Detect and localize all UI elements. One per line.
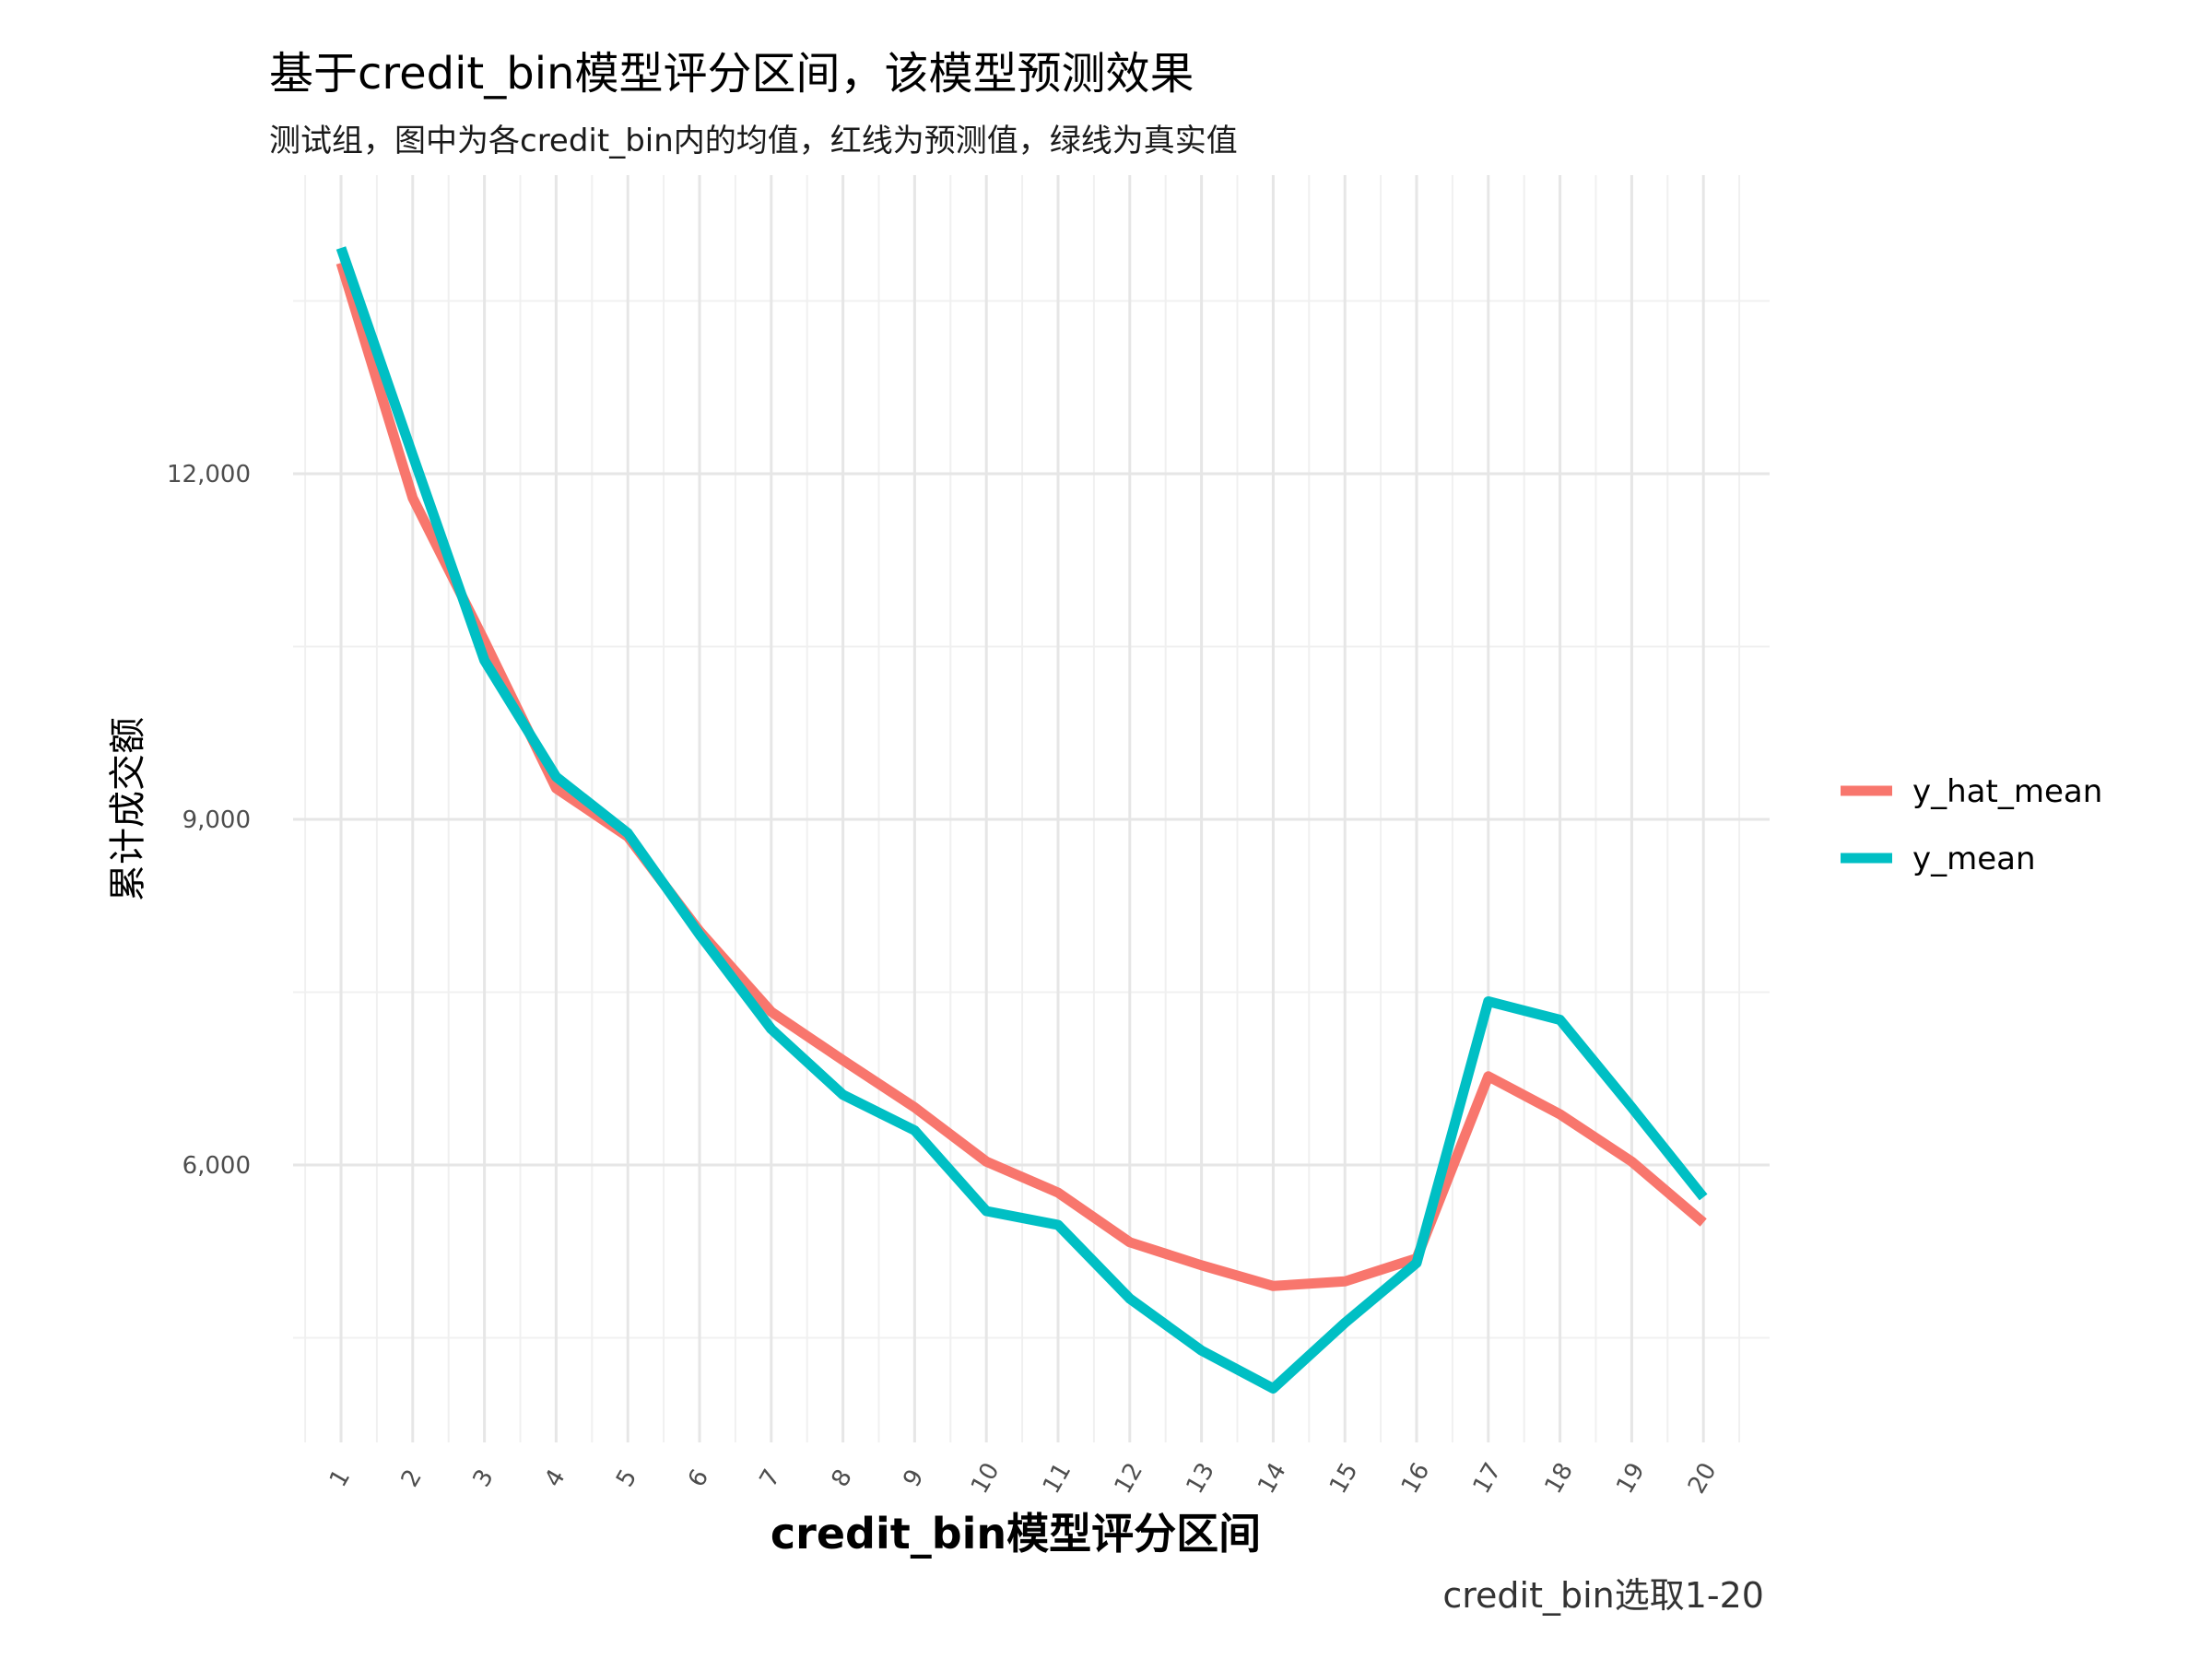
series-line-y-mean — [335, 246, 1708, 1394]
header: 基于credit_bin模型评分区间，该模型预测效果 测试组，图中为各credi… — [269, 48, 1238, 159]
x-tick-label: 13 — [1181, 1458, 1220, 1499]
x-tick-label: 2 — [396, 1465, 428, 1491]
chart-title: 基于credit_bin模型评分区间，该模型预测效果 — [269, 48, 1194, 100]
x-tick-label: 1 — [324, 1465, 356, 1491]
x-tick-label: 5 — [611, 1465, 642, 1491]
legend-label-y-mean: y_mean — [1912, 841, 2036, 877]
y-tick-label: 9,000 — [182, 806, 251, 834]
x-tick-label: 8 — [827, 1465, 858, 1491]
y-tick-label: 12,000 — [167, 461, 251, 488]
x-tick-label: 20 — [1683, 1458, 1723, 1499]
x-tick-label: 12 — [1110, 1458, 1149, 1499]
x-tick-label: 10 — [966, 1458, 1006, 1499]
chart-subtitle: 测试组，图中为各credit_bin内的均值，红线为预测值，绿线为真实值 — [269, 123, 1238, 159]
legend: y_hat_mean y_mean — [1841, 773, 2102, 877]
x-axis-title: credit_bin模型评分区间 — [771, 1509, 1261, 1559]
x-axis-ticks: 1 2 3 4 5 6 7 8 9 10 11 12 13 14 15 16 17 18 19 20 — [324, 1458, 1723, 1499]
x-tick-label: 16 — [1396, 1458, 1436, 1499]
y-axis-title: 累计成交额 — [107, 717, 149, 901]
grid — [293, 175, 1770, 1442]
y-axis-ticks: 6,000 9,000 12,000 — [167, 461, 251, 1180]
x-tick-label: 3 — [468, 1465, 500, 1491]
x-tick-label: 17 — [1468, 1458, 1508, 1499]
x-tick-label: 7 — [755, 1465, 786, 1491]
x-tick-label: 18 — [1539, 1458, 1579, 1499]
x-tick-label: 6 — [683, 1465, 714, 1491]
plot-lines — [335, 246, 1708, 1394]
x-tick-label: 4 — [539, 1465, 571, 1491]
legend-label-y-hat-mean: y_hat_mean — [1912, 773, 2102, 810]
x-tick-label: 19 — [1611, 1458, 1651, 1499]
x-tick-label: 14 — [1253, 1458, 1292, 1499]
x-tick-label: 9 — [898, 1465, 929, 1491]
y-tick-label: 6,000 — [182, 1152, 251, 1180]
x-tick-label: 15 — [1324, 1458, 1364, 1499]
chart-caption: credit_bin选取1-20 — [1442, 1575, 1764, 1616]
series-line-y-hat-mean — [335, 261, 1707, 1291]
x-tick-label: 11 — [1038, 1458, 1077, 1499]
